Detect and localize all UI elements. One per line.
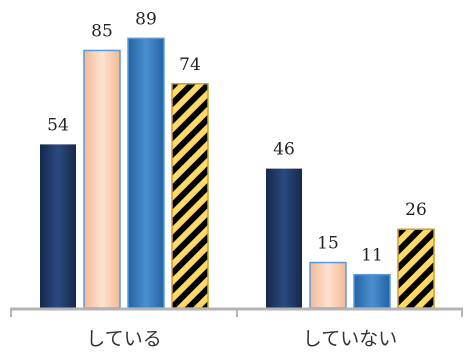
data-label: 74 [179,55,201,75]
category-label: していない [303,328,397,350]
data-label: 46 [273,140,295,160]
data-label: 26 [405,200,427,220]
bar-peach-shiteiru [83,49,121,309]
bar-navy-shiteinai [266,168,302,308]
data-label: 11 [361,246,383,266]
bar-hatched-shiteiru [171,83,209,309]
bar-hatched-shiteinai [397,228,435,309]
bar-peach-shiteinai [309,261,347,309]
bar-navy-shiteiru [40,144,76,308]
bar-blue-shiteiru [127,37,165,309]
data-label: 54 [47,115,69,135]
bar-blue-shiteinai [353,273,391,309]
data-label: 85 [91,21,113,41]
category-label: している [86,328,161,350]
data-label: 89 [135,9,157,29]
data-label: 15 [317,234,339,254]
